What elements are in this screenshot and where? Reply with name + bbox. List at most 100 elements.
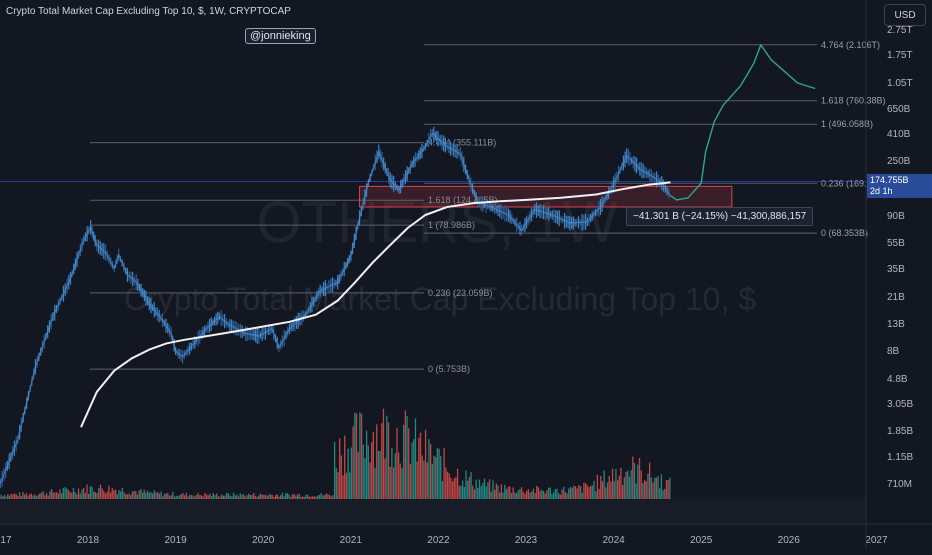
volume-bar xyxy=(493,489,496,499)
volume-bar xyxy=(606,482,609,499)
volume-bar xyxy=(199,495,201,499)
volume-bar xyxy=(42,491,44,499)
volume-bar xyxy=(423,460,425,499)
volume-bar xyxy=(648,462,651,499)
volume-bar xyxy=(189,494,191,499)
volume-bar xyxy=(202,496,204,499)
volume-bar xyxy=(495,483,497,499)
time-axis-band xyxy=(0,499,866,524)
volume-bar xyxy=(104,493,107,499)
volume-bar xyxy=(266,495,268,499)
volume-bar xyxy=(406,415,408,499)
volume-bar xyxy=(539,491,541,499)
projection-series xyxy=(670,44,816,201)
volume-bar xyxy=(276,494,278,499)
y-axis-ticks: 2.75T1.75T1.05T650B410B250B150B90B55B35B… xyxy=(887,25,913,490)
volume-bar xyxy=(231,496,233,499)
volume-bar xyxy=(441,481,444,499)
volume-bar xyxy=(167,493,169,499)
volume-bar xyxy=(463,486,465,499)
volume-bar xyxy=(554,489,556,499)
volume-bar xyxy=(229,495,231,499)
volume-bar xyxy=(480,486,482,499)
volume-bar xyxy=(403,424,405,499)
volume-bar xyxy=(328,494,331,499)
volume-bar xyxy=(635,483,637,499)
volume-bar xyxy=(628,476,631,499)
currency-button[interactable]: USD xyxy=(884,4,926,26)
volume-bar xyxy=(526,490,528,499)
volume-bar xyxy=(135,491,137,499)
x-tick-label: 2017 xyxy=(0,535,12,546)
volume-bar xyxy=(18,492,21,499)
volume-bar xyxy=(62,487,65,499)
volume-bar xyxy=(662,490,664,499)
volume-bar xyxy=(121,487,123,499)
volume-bar xyxy=(308,496,310,499)
x-tick-label: 2024 xyxy=(602,535,625,546)
volume-bar xyxy=(113,490,115,499)
volume-bar xyxy=(478,479,481,499)
volume-bar xyxy=(379,450,381,499)
volume-bar xyxy=(93,491,95,499)
volume-bar xyxy=(504,484,506,499)
volume-bar xyxy=(416,461,418,499)
volume-bar xyxy=(175,495,177,499)
volume-bar xyxy=(327,494,329,499)
volume-bar xyxy=(210,495,213,499)
fib-level-label: 1 (496.058B) xyxy=(821,119,873,129)
volume-bar xyxy=(141,492,144,499)
fib-level-label: 0.236 (23.059B) xyxy=(428,288,493,298)
volume-bar xyxy=(640,470,642,499)
volume-bar xyxy=(170,495,172,499)
volume-bar xyxy=(411,442,413,499)
volume-bar xyxy=(259,493,262,499)
fib-retracement-left: 4.764 (355.111B) 1.618 (124.405B) 1 (78.98… xyxy=(90,138,498,374)
volume-bar xyxy=(561,489,563,499)
volume-bar xyxy=(438,448,440,499)
y-tick-label: 90B xyxy=(887,211,905,222)
volume-bar xyxy=(537,487,540,499)
volume-bar xyxy=(596,474,599,499)
volume-bar xyxy=(177,495,179,499)
volume-bar xyxy=(168,495,171,499)
support-zone xyxy=(359,185,733,208)
volume-bar xyxy=(278,496,280,499)
volume-bar xyxy=(126,494,129,499)
volume-bar xyxy=(428,439,430,499)
volume-bar xyxy=(182,492,184,499)
volume-bar xyxy=(605,487,607,499)
volume-bar xyxy=(67,489,70,499)
volume-bar xyxy=(541,489,543,499)
volume-bar xyxy=(372,432,374,499)
volume-bar xyxy=(397,452,400,499)
volume-bar xyxy=(583,482,585,499)
volume-bar xyxy=(27,495,29,499)
volume-bar xyxy=(227,493,230,499)
volume-bar xyxy=(7,494,9,499)
fib-level-label: 0 (68.353B) xyxy=(821,228,868,238)
volume-bar xyxy=(47,495,49,499)
projection-series-line xyxy=(670,44,816,201)
volume-bar xyxy=(71,492,73,499)
volume-bar xyxy=(79,493,81,499)
volume-bar xyxy=(72,488,75,499)
y-tick-label: 710M xyxy=(887,479,912,490)
volume-bar xyxy=(221,494,223,499)
volume-bar xyxy=(342,475,344,499)
volume-bar xyxy=(536,485,538,499)
volume-bar xyxy=(192,495,194,499)
volume-bar xyxy=(468,476,471,499)
volume-bar xyxy=(136,494,139,499)
volume-bar xyxy=(578,484,580,499)
volume-bar xyxy=(8,495,11,499)
volume-bar xyxy=(44,495,46,499)
volume-bar xyxy=(224,495,226,499)
volume-bar xyxy=(5,496,7,499)
volume-bar xyxy=(300,496,302,499)
measure-tooltip: −41.301 B (−24.15%) −41,300,886,157 xyxy=(626,207,814,226)
volume-bar xyxy=(544,493,546,499)
volume-bar xyxy=(153,490,155,499)
